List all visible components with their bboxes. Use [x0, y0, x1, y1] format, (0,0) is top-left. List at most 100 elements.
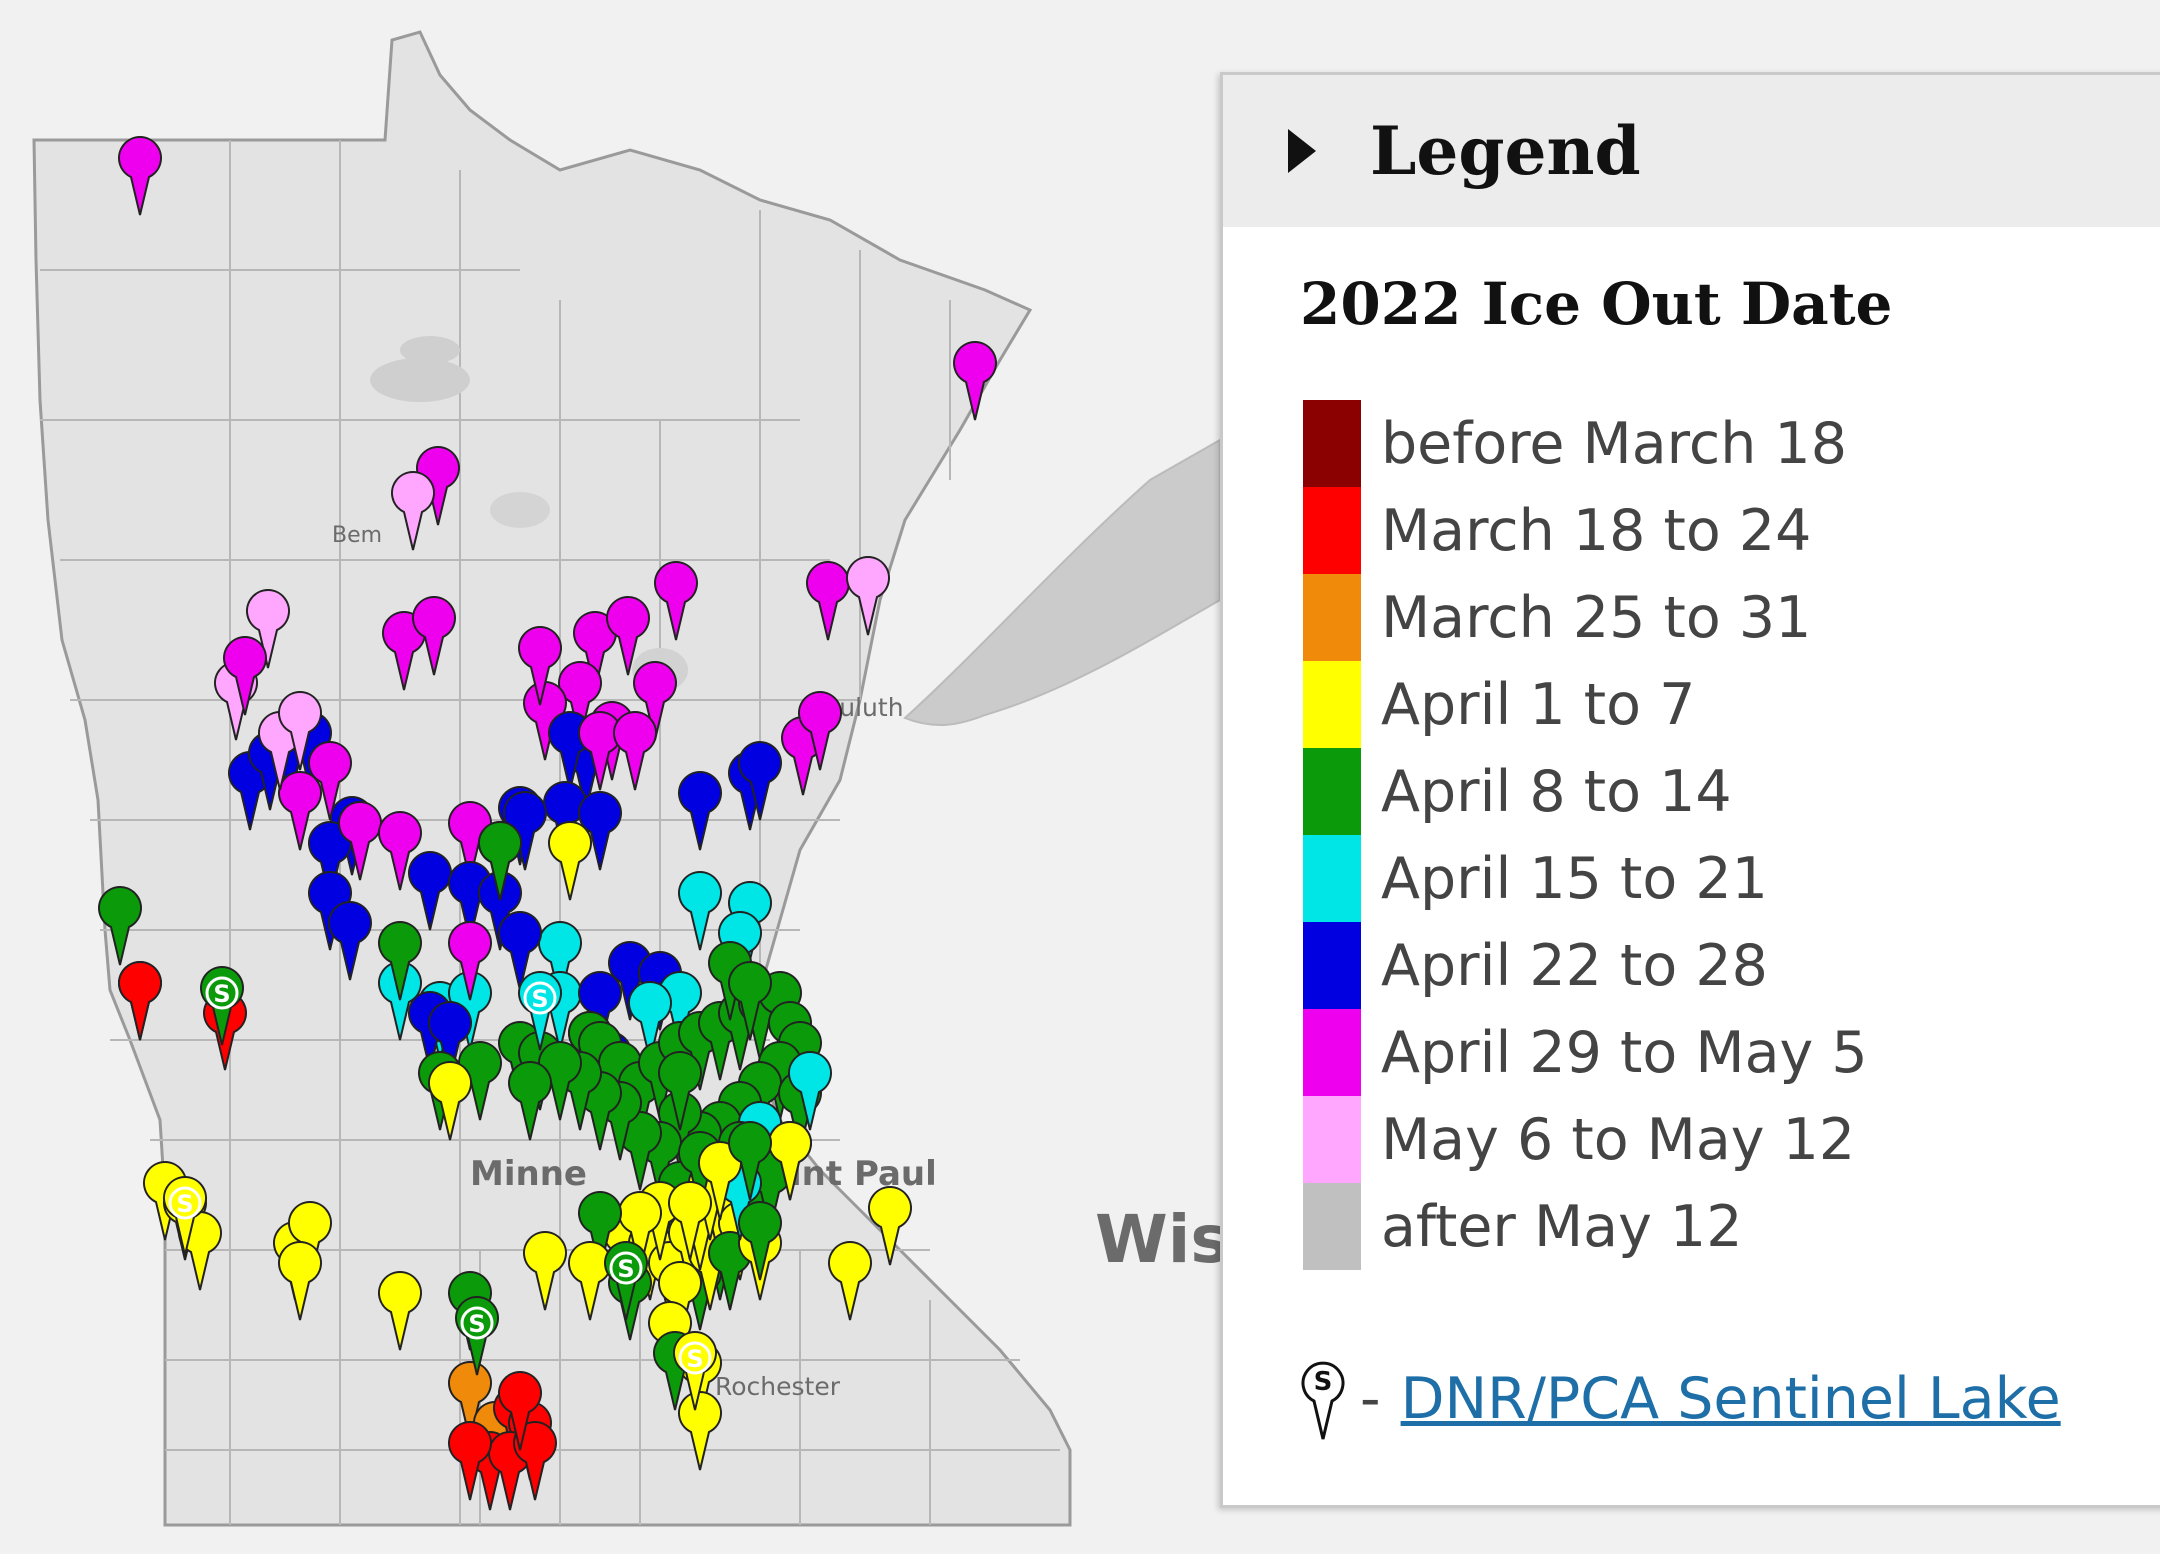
lake-marker-pin — [678, 871, 722, 951]
lake-marker[interactable] — [633, 661, 677, 741]
lake-marker[interactable] — [573, 611, 617, 691]
lake-marker[interactable] — [606, 596, 650, 676]
lake-marker-pin — [548, 821, 592, 901]
lake-marker[interactable] — [448, 921, 492, 1001]
lake-marker[interactable] — [498, 911, 542, 991]
lake-marker[interactable] — [328, 901, 372, 981]
lake-marker-pin — [118, 136, 162, 216]
lake-marker[interactable] — [728, 1121, 772, 1201]
legend-label: April 29 to May 5 — [1381, 1019, 1868, 1086]
lake-marker[interactable] — [628, 981, 672, 1061]
lake-marker[interactable] — [428, 1001, 472, 1081]
legend-title: Legend — [1370, 112, 1641, 190]
lake-marker[interactable] — [508, 1061, 552, 1141]
lake-marker[interactable] — [806, 561, 850, 641]
lake-marker[interactable] — [578, 791, 622, 871]
lake-marker[interactable] — [738, 1201, 782, 1281]
sentinel-lake-marker[interactable]: S — [604, 1241, 648, 1321]
lake-marker[interactable] — [513, 1421, 557, 1501]
lake-marker[interactable] — [578, 971, 622, 1051]
lake-marker[interactable] — [953, 341, 997, 421]
sentinel-lake-link[interactable]: DNR/PCA Sentinel Lake — [1400, 1366, 2061, 1432]
lake-marker-pin — [378, 921, 422, 1001]
lake-marker[interactable] — [478, 821, 522, 901]
lake-marker[interactable] — [498, 1371, 542, 1451]
legend-item: March 18 to 24 — [1303, 487, 1868, 574]
lake-marker-pin — [508, 1061, 552, 1141]
lake-marker[interactable] — [278, 1241, 322, 1321]
lake-marker[interactable] — [278, 691, 322, 771]
lake-marker[interactable] — [382, 611, 426, 691]
lake-marker[interactable] — [223, 636, 267, 716]
lake-marker-pin — [606, 596, 650, 676]
lake-marker[interactable] — [654, 561, 698, 641]
lake-marker[interactable] — [868, 1186, 912, 1266]
lake-marker[interactable] — [728, 961, 772, 1041]
lake-marker[interactable] — [846, 556, 890, 636]
lake-marker[interactable] — [548, 821, 592, 901]
sentinel-lake-marker[interactable]: S — [163, 1176, 207, 1256]
lake-marker-pin — [308, 741, 352, 821]
lake-marker-pin — [278, 691, 322, 771]
lake-marker[interactable] — [518, 626, 562, 706]
lake-marker[interactable] — [768, 1121, 812, 1201]
lake-marker[interactable] — [118, 961, 162, 1041]
sentinel-lake-marker[interactable]: S — [455, 1296, 499, 1376]
lake-marker[interactable] — [678, 871, 722, 951]
lake-marker[interactable] — [658, 1261, 702, 1341]
city-label: Wis — [1095, 1201, 1230, 1278]
lake-marker[interactable] — [412, 596, 456, 676]
lake-marker[interactable] — [428, 1061, 472, 1141]
lake-marker[interactable] — [828, 1241, 872, 1321]
lake-marker[interactable] — [118, 136, 162, 216]
lake-marker-pin — [698, 1141, 742, 1221]
lake-marker[interactable] — [658, 1051, 702, 1131]
lake-marker-pin — [498, 911, 542, 991]
lake-marker-pin — [573, 611, 617, 691]
legend-subtitle: 2022 Ice Out Date — [1300, 270, 1893, 338]
lake-marker[interactable] — [698, 1141, 742, 1221]
lake-marker[interactable] — [391, 471, 435, 551]
legend-swatch — [1303, 574, 1361, 661]
lake-marker[interactable] — [678, 771, 722, 851]
lake-marker[interactable] — [523, 1231, 567, 1311]
lake-marker[interactable] — [378, 811, 422, 891]
lake-marker[interactable] — [448, 1361, 492, 1441]
lake-marker[interactable] — [618, 1191, 662, 1271]
lake-marker[interactable] — [278, 771, 322, 851]
sentinel-marker-ring — [168, 1186, 202, 1220]
lake-marker[interactable] — [538, 921, 582, 1001]
leech-lake — [490, 492, 550, 528]
sentinel-lake-marker[interactable]: S — [673, 1331, 717, 1411]
legend-toggle[interactable]: Legend — [1223, 75, 2160, 227]
lake-marker[interactable] — [738, 741, 782, 821]
lake-marker-pin — [658, 1261, 702, 1341]
sentinel-lake-marker[interactable]: S — [200, 966, 244, 1046]
lake-marker-pin — [278, 1241, 322, 1321]
lake-marker-pin — [678, 771, 722, 851]
legend-item: April 1 to 7 — [1303, 661, 1868, 748]
lake-marker-pin — [498, 1371, 542, 1451]
lake-marker[interactable] — [378, 1271, 422, 1351]
lake-marker[interactable] — [788, 1051, 832, 1131]
lake-marker[interactable] — [288, 1201, 332, 1281]
lake-marker-pin — [412, 596, 456, 676]
lake-marker[interactable] — [578, 1191, 622, 1271]
lake-marker[interactable] — [378, 921, 422, 1001]
lake-marker[interactable] — [613, 711, 657, 791]
lake-marker[interactable] — [98, 886, 142, 966]
lake-marker-pin — [448, 1421, 492, 1501]
lake-marker[interactable] — [798, 691, 842, 771]
caret-right-icon[interactable] — [1288, 129, 1316, 173]
lake-marker-pin — [828, 1241, 872, 1321]
lake-marker[interactable] — [308, 821, 352, 901]
lake-marker[interactable] — [308, 741, 352, 821]
legend-label: April 1 to 7 — [1381, 671, 1696, 738]
lake-marker[interactable] — [668, 1181, 712, 1261]
sentinel-lake-marker[interactable]: S — [518, 971, 562, 1051]
lake-marker[interactable] — [246, 589, 290, 669]
legend-items: before March 18 March 18 to 24 March 25 to… — [1303, 400, 1868, 1270]
lake-marker[interactable] — [448, 1421, 492, 1501]
